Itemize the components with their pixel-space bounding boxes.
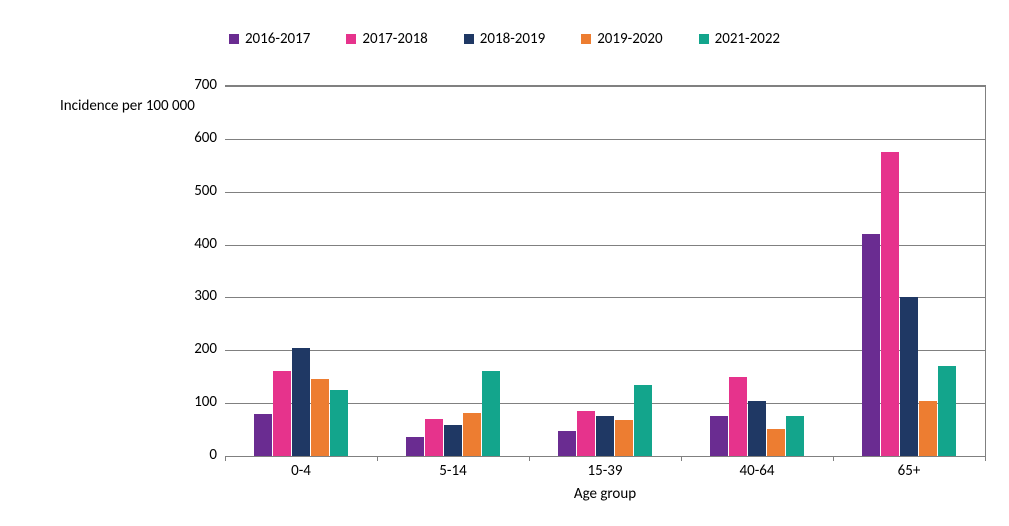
legend-swatch xyxy=(346,34,356,44)
bar xyxy=(748,401,766,457)
bar xyxy=(577,411,595,456)
gridline xyxy=(225,86,985,87)
x-tick-mark xyxy=(681,456,682,461)
bar xyxy=(463,413,481,456)
y-tick-label: 100 xyxy=(167,393,217,411)
bar xyxy=(406,437,424,456)
y-tick-label: 200 xyxy=(167,340,217,358)
bar xyxy=(710,416,728,456)
y-tick-label: 700 xyxy=(167,76,217,94)
bar xyxy=(767,429,785,456)
bar xyxy=(729,377,747,456)
legend-swatch xyxy=(464,34,474,44)
bar xyxy=(292,348,310,456)
chart-container: 2016-2017 2017-2018 2018-2019 2019-2020 2021… xyxy=(0,0,1009,526)
legend-label: 2016-2017 xyxy=(245,30,310,48)
bar xyxy=(558,431,576,456)
plot-area: 0-45-1415-3940-6465+ xyxy=(225,85,986,456)
y-tick-label: 500 xyxy=(167,182,217,200)
bar xyxy=(938,366,956,456)
x-tick-label: 0-4 xyxy=(225,462,377,480)
gridline xyxy=(225,192,985,193)
x-tick-label: 65+ xyxy=(833,462,985,480)
bar xyxy=(786,416,804,456)
x-tick-mark xyxy=(833,456,834,461)
bar xyxy=(425,419,443,456)
legend-item: 2016-2017 xyxy=(229,30,310,48)
bar xyxy=(634,385,652,456)
bar xyxy=(311,379,329,456)
bar xyxy=(615,420,633,456)
x-tick-mark xyxy=(225,456,226,461)
bar xyxy=(254,414,272,456)
y-tick-label: 300 xyxy=(167,287,217,305)
legend-item: 2019-2020 xyxy=(581,30,662,48)
legend-label: 2018-2019 xyxy=(480,30,545,48)
y-tick-label: 0 xyxy=(167,446,217,464)
bar xyxy=(881,152,899,456)
bar xyxy=(444,425,462,456)
bar xyxy=(596,416,614,456)
x-axis-title: Age group xyxy=(225,485,985,503)
bar xyxy=(919,401,937,457)
x-tick-label: 15-39 xyxy=(529,462,681,480)
y-axis-title: Incidence per 100 000 xyxy=(60,97,195,115)
x-tick-label: 5-14 xyxy=(377,462,529,480)
legend-item: 2018-2019 xyxy=(464,30,545,48)
gridline xyxy=(225,456,985,457)
legend-item: 2021-2022 xyxy=(699,30,780,48)
legend-label: 2019-2020 xyxy=(597,30,662,48)
bar xyxy=(482,371,500,456)
legend-swatch xyxy=(229,34,239,44)
x-tick-mark xyxy=(529,456,530,461)
y-tick-label: 400 xyxy=(167,235,217,253)
legend-label: 2021-2022 xyxy=(715,30,780,48)
bar xyxy=(330,390,348,456)
bar xyxy=(273,371,291,456)
legend: 2016-2017 2017-2018 2018-2019 2019-2020 2021… xyxy=(0,30,1009,49)
gridline xyxy=(225,139,985,140)
bar xyxy=(862,234,880,456)
y-tick-label: 600 xyxy=(167,129,217,147)
legend-label: 2017-2018 xyxy=(362,30,427,48)
x-tick-label: 40-64 xyxy=(681,462,833,480)
x-tick-mark xyxy=(985,456,986,461)
bar xyxy=(900,297,918,456)
legend-item: 2017-2018 xyxy=(346,30,427,48)
legend-swatch xyxy=(699,34,709,44)
legend-swatch xyxy=(581,34,591,44)
x-tick-mark xyxy=(377,456,378,461)
